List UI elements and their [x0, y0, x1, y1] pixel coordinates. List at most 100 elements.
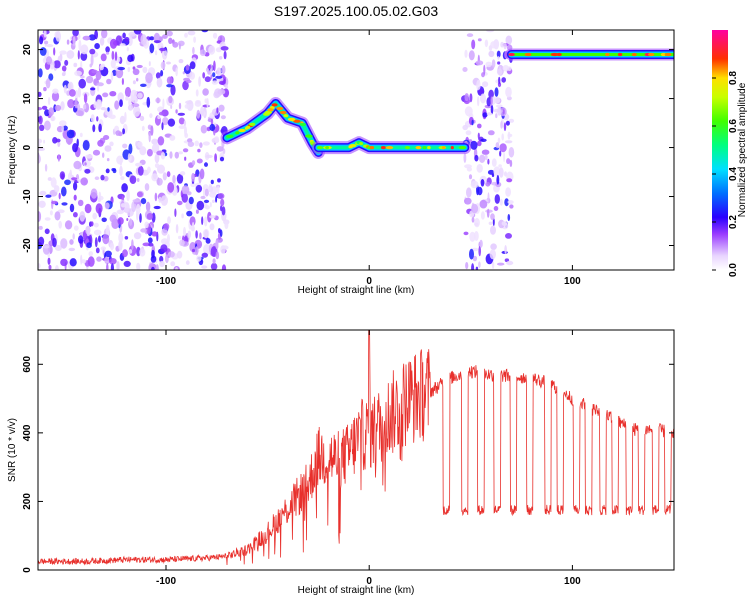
noise-blob [48, 264, 52, 270]
noise-blob [151, 231, 158, 237]
noise-blob [38, 115, 43, 125]
noise-blob [101, 30, 108, 39]
noise-blob [116, 155, 124, 165]
noise-blob [126, 218, 129, 221]
noise-blob [153, 40, 161, 44]
noise-blob [83, 93, 88, 104]
noise-blob [485, 182, 491, 187]
noise-blob [47, 177, 52, 181]
noise-blob [156, 177, 163, 186]
noise-blob [172, 174, 176, 184]
noise-blob [97, 139, 104, 147]
noise-blob [197, 148, 201, 153]
noise-blob [38, 138, 43, 144]
colorbar-tick-label: 0.4 [728, 167, 739, 181]
noise-blob [38, 143, 41, 147]
noise-blob [95, 247, 100, 254]
noise-blob [159, 47, 167, 52]
noise-blob [162, 117, 169, 126]
noise-blob [470, 180, 479, 189]
noise-blob [54, 104, 62, 112]
noise-blob [38, 200, 46, 208]
noise-blob [146, 148, 153, 157]
noise-blob [105, 51, 110, 55]
noise-blob [47, 257, 51, 265]
noise-blob [464, 93, 469, 102]
x-tick-label: 100 [564, 276, 581, 287]
noise-blob [196, 200, 205, 211]
noise-blob [139, 213, 142, 223]
noise-blob [109, 242, 115, 251]
noise-blob [58, 192, 61, 200]
noise-blob [133, 232, 142, 240]
noise-blob [475, 60, 484, 66]
noise-blob [215, 75, 223, 79]
noise-blob [41, 105, 48, 110]
x-tick-label: 0 [366, 276, 372, 287]
noise-blob [124, 36, 130, 43]
noise-blob [187, 141, 195, 147]
noise-blob [162, 34, 168, 39]
noise-blob [139, 115, 145, 121]
noise-blob [126, 190, 130, 202]
noise-blob [202, 141, 210, 146]
noise-blob [119, 43, 126, 47]
noise-blob [137, 92, 143, 99]
noise-blob [181, 185, 190, 195]
noise-blob [209, 215, 216, 219]
noise-blob [93, 101, 99, 109]
noise-blob [501, 133, 505, 141]
colorbar-gradient [712, 30, 728, 270]
noise-blob [82, 140, 90, 151]
noise-blob [204, 205, 210, 210]
noise-blob [79, 132, 83, 138]
noise-blob [133, 30, 142, 35]
noise-blob [481, 149, 490, 155]
noise-blob [181, 213, 184, 219]
noise-blob [480, 179, 485, 187]
noise-blob [61, 72, 66, 77]
noise-blob [54, 185, 60, 193]
ridge-hotspot [441, 146, 446, 150]
noise-blob [38, 68, 43, 78]
noise-blob [494, 87, 499, 97]
noise-blob [73, 225, 79, 231]
noise-blob [114, 51, 118, 61]
ridge-hotspot [264, 110, 273, 115]
noise-blob [42, 245, 50, 249]
noise-blob [92, 124, 96, 133]
noise-blob [172, 41, 179, 48]
noise-blob [212, 258, 216, 264]
noise-blob [195, 209, 199, 214]
noise-blob [136, 178, 140, 182]
snr-panel: -100 0 100 0 200 400 600 Height of straight li… [7, 329, 675, 596]
noise-blob [490, 225, 496, 235]
noise-blob [208, 45, 216, 55]
noise-blob [54, 211, 61, 221]
noise-blob [491, 158, 497, 167]
noise-blob [471, 203, 479, 214]
noise-blob [90, 188, 98, 199]
noise-blob [501, 221, 508, 226]
colorbar-tick-label: 0.2 [728, 215, 739, 229]
noise-blob [39, 47, 47, 56]
noise-blob [82, 35, 91, 41]
noise-blob [72, 233, 75, 240]
ridge-hotspot [348, 145, 353, 149]
noise-blob [188, 196, 194, 205]
noise-blob [464, 197, 472, 205]
noise-blob [192, 248, 195, 253]
noise-blob [163, 223, 170, 231]
noise-blob [213, 60, 216, 72]
noise-blob [491, 59, 496, 68]
ridge-hotspot [283, 114, 289, 118]
noise-blob [185, 64, 190, 71]
noise-blob [221, 264, 227, 270]
noise-blob [489, 249, 496, 260]
noise-blob [100, 174, 105, 181]
noise-blob [209, 123, 216, 132]
spectrogram-ylabel: Frequency (Hz) [7, 116, 18, 185]
noise-blob [204, 98, 208, 104]
noise-blob [150, 255, 157, 263]
noise-blob [77, 199, 84, 207]
